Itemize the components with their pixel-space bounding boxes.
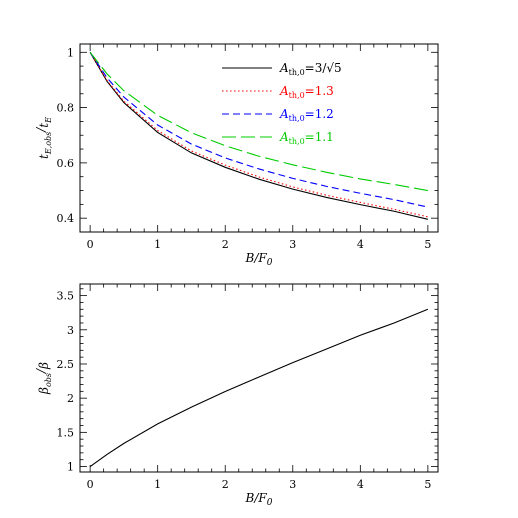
legend-value: =1.1	[305, 130, 334, 144]
y-tick-label: 0.6	[57, 157, 75, 170]
y-tick-label: 0.4	[57, 212, 75, 225]
x-axis-label-subscript: 0	[267, 258, 273, 268]
y-tick-label: 2.5	[57, 358, 75, 371]
x-tick-label: 2	[222, 478, 229, 491]
x-tick-label: 1	[154, 478, 161, 491]
legend-value: =1.2	[305, 107, 334, 121]
legend-symbol: A	[279, 84, 289, 98]
y-axis-label-part: t	[37, 123, 51, 128]
y-axis-label-part: /	[34, 367, 48, 374]
x-tick-label: 3	[289, 238, 296, 251]
x-tick-label: 5	[424, 478, 431, 491]
legend-symbol: A	[279, 130, 289, 144]
legend-subscript: th,0	[289, 114, 305, 123]
x-tick-label: 0	[87, 478, 94, 491]
y-axis-label-part: E,obs	[44, 132, 53, 155]
x-axis-label: B/F0	[245, 491, 273, 508]
x-tick-label: 0	[87, 238, 94, 251]
plot-frame	[79, 283, 439, 473]
legend-subscript: th,0	[289, 68, 305, 77]
y-tick-label: 1	[67, 461, 74, 474]
y-tick-label: 1.5	[57, 426, 75, 439]
x-axis-label-main: B/F	[245, 491, 268, 505]
x-axis-label-subscript: 0	[267, 498, 273, 508]
y-tick-label: 3.5	[57, 290, 75, 303]
x-tick-label: 3	[289, 478, 296, 491]
y-axis-label: βobs/β	[34, 362, 53, 395]
legend-subscript: th,0	[289, 91, 305, 100]
legend-label-4: Ath,0=1.1	[279, 130, 334, 146]
y-axis-label-part: t	[37, 154, 51, 159]
legend-label-1: Ath,0=3/√5	[279, 61, 342, 77]
x-tick-label: 1	[154, 238, 161, 251]
legend-label-2: Ath,0=1.3	[279, 84, 334, 100]
series-line-3	[89, 51, 428, 208]
legend-subscript: th,0	[289, 137, 305, 146]
series-line-2	[89, 52, 428, 218]
y-axis-label-part: /	[34, 126, 48, 133]
x-axis-label: B/F0	[245, 251, 273, 268]
y-tick-label: 0.8	[57, 102, 75, 115]
x-tick-label: 2	[222, 238, 229, 251]
legend-symbol: A	[279, 61, 289, 75]
legend-symbol: A	[279, 107, 289, 121]
y-tick-label: 3	[67, 324, 74, 337]
series-line-1	[89, 308, 429, 467]
plot-frame	[79, 43, 439, 233]
y-axis-label-part: obs	[44, 373, 53, 387]
top-panel: 0 1 2 3 4 50.40.60.81B/F0tE,obs/tEAth,0=3/√5A…	[34, 43, 439, 268]
legend-value: =1.3	[305, 84, 334, 98]
series-line-1	[89, 52, 428, 220]
legend-label-3: Ath,0=1.2	[279, 107, 334, 123]
x-axis-label-main: B/F	[245, 251, 268, 265]
legend-value: =3/√5	[305, 61, 342, 75]
y-axis-label-part: E	[44, 117, 53, 124]
y-axis-label-part: β	[37, 362, 51, 370]
y-axis-label-part: β	[37, 387, 51, 395]
x-tick-label: 4	[357, 478, 364, 491]
y-tick-label: 1	[67, 46, 74, 59]
y-tick-label: 2	[67, 392, 74, 405]
y-axis-label: tE,obs/tE	[34, 117, 53, 159]
series-line-4	[89, 51, 428, 192]
x-tick-label: 4	[357, 238, 364, 251]
x-tick-label: 5	[424, 238, 431, 251]
